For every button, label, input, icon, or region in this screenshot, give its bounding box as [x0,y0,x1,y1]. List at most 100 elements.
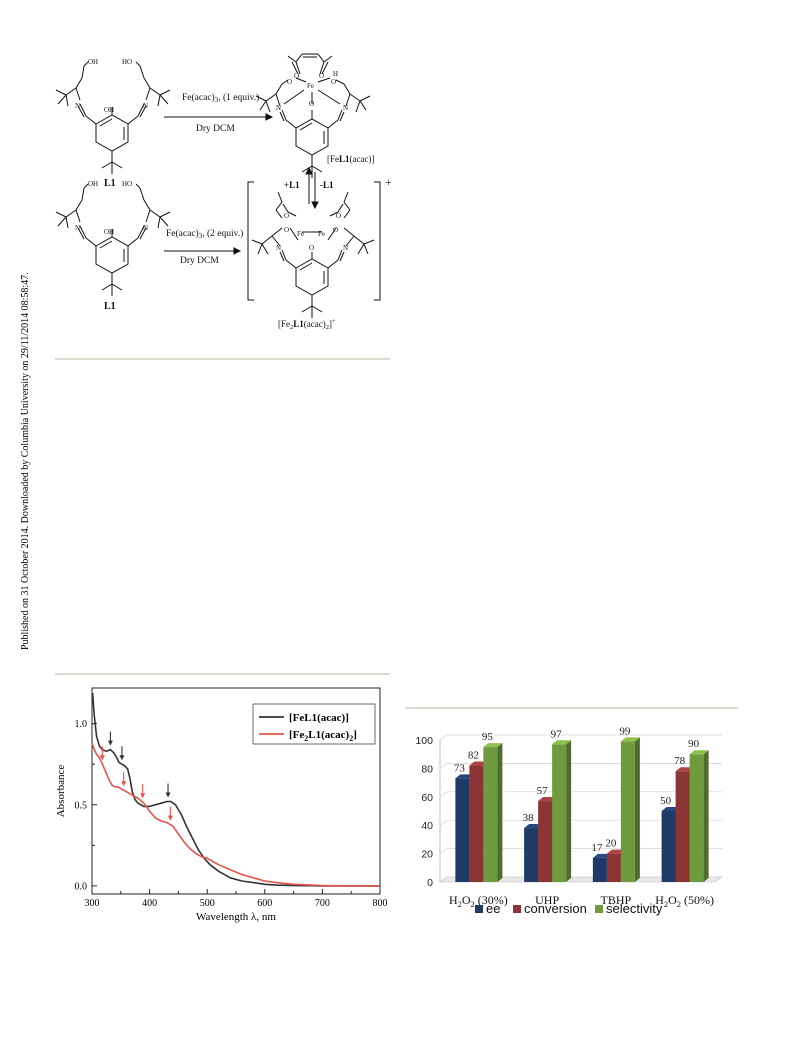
bar-ee-2 [592,857,607,882]
bar-y-tick-label: 40 [421,820,433,832]
bar-top [552,740,572,745]
bar-legend-swatch-1 [513,905,521,913]
grid-diag [439,819,448,826]
bar-ee-1 [524,828,539,882]
bar-y-tick-label: 100 [415,735,433,747]
black-arrow-head [107,740,113,746]
bar-legend-swatch-2 [595,905,603,913]
atom-o: O [333,226,338,234]
bar-category-label: TBHP [601,893,632,907]
series-line-0 [91,692,380,887]
bar-value-label: 82 [468,750,479,762]
atom-o: O [331,78,336,86]
atom-o: O [294,72,299,80]
red-arrow-head [99,755,105,761]
x-tick-label: 300 [85,898,100,909]
atom-n: N [276,104,281,112]
atom-n: N [143,224,148,232]
bar-side [634,737,640,882]
y-tick-label: 1.0 [75,719,88,730]
bar-value-label: 99 [619,725,631,737]
reagent-top: Fe(acac)3, (1 equiv.) [182,92,259,104]
bar-legend-label-0: ee [486,901,500,916]
reaction-scheme: OH HO OH N N OH HO OH N N Fe O N N O O H… [55,53,392,331]
bar-value-label: 78 [674,755,686,767]
grid-diag [439,848,448,854]
bar-ee-3 [661,811,676,882]
bar-value-label: 73 [454,762,466,774]
bar-conversion-3 [675,771,690,882]
bar-conversion-2 [606,853,621,882]
bar-legend-label-1: conversion [524,901,587,916]
complex-charge: + [385,175,392,189]
bar-top [689,750,709,755]
bar-value-label: 17 [591,842,603,854]
series-line-1 [91,742,380,887]
black-arrow-head [165,792,171,798]
atom-o: O [309,100,314,108]
bar-side [703,750,709,882]
bar-side [566,740,572,882]
bar-ee-0 [455,778,470,882]
atom-n: N [143,102,148,110]
grid-diag [439,791,448,798]
bar-category-label: UHP [535,893,559,907]
atom-n: N [75,102,80,110]
atom-o: O [319,72,324,80]
atom-oh: OH [88,58,98,66]
uv-vis-chart: 300 400 500 600 700 800 0.0 0.5 1.0 Wavelength λ,… [55,687,388,923]
bar-legend-label-2: selectivity [606,901,663,916]
atom-phenol-oh: OH [104,106,114,114]
y-tick-label: 0.5 [75,800,88,811]
atom-h: H [333,70,338,78]
bar-y-tick-label: 0 [427,877,433,889]
atom-fe: Fe [307,82,314,90]
bar-conversion-1 [538,801,553,882]
red-arrow-head [140,793,146,799]
atom-oh: OH [88,180,98,188]
black-arrow-head [119,755,125,761]
x-tick-label: 500 [200,898,215,909]
atom-o: O [284,212,289,220]
atom-n: N [343,104,348,112]
y-axis-label: Absorbance [55,765,67,818]
atom-fe: Fe [318,230,325,238]
ligand-benzene-ring-bottom [95,236,129,274]
bar-selectivity-1 [552,744,567,882]
legend-label-1: [Fe2L1(acac)2] [289,729,357,743]
ligand-benzene-ring [95,114,129,152]
bar-value-label: 50 [660,795,672,807]
grid-diag [439,763,448,769]
rule-figure-left [55,673,390,675]
grid-diag [439,734,448,741]
atom-n: N [343,244,348,252]
atom-phenol-oh: OH [104,228,114,236]
solvent-bottom: Dry DCM [180,256,219,266]
atom-o: O [309,244,314,252]
legend-label-0: [FeL1(acac)] [289,712,349,724]
atom-n: N [75,224,80,232]
x-tick-label: 700 [315,898,330,909]
x-tick-label: 600 [257,898,272,909]
bar-value-label: 90 [688,738,700,750]
bar-value-label: 97 [551,728,563,740]
atom-o: O [336,212,341,220]
bar-side [497,743,503,882]
x-tick-label: 800 [373,898,388,909]
bar-value-label: 38 [523,812,535,824]
bar-top [620,737,640,742]
atom-fe: Fe [297,230,304,238]
atom-n: N [276,244,281,252]
bar-top [483,743,503,748]
bar-value-label: 20 [605,838,617,850]
grid-diag [439,876,448,883]
x-tick-label: 400 [142,898,157,909]
bar-legend-swatch-0 [475,905,483,913]
bar-value-label: 57 [537,785,549,797]
bar-y-tick-label: 60 [421,792,433,804]
uv-legend-box [252,703,376,745]
ligand-label-top: L1 [104,178,116,189]
x-axis-label: Wavelength λ, nm [196,911,276,923]
bar-y-tick-label: 80 [421,763,433,775]
y-tick-label: 0.0 [75,881,88,892]
